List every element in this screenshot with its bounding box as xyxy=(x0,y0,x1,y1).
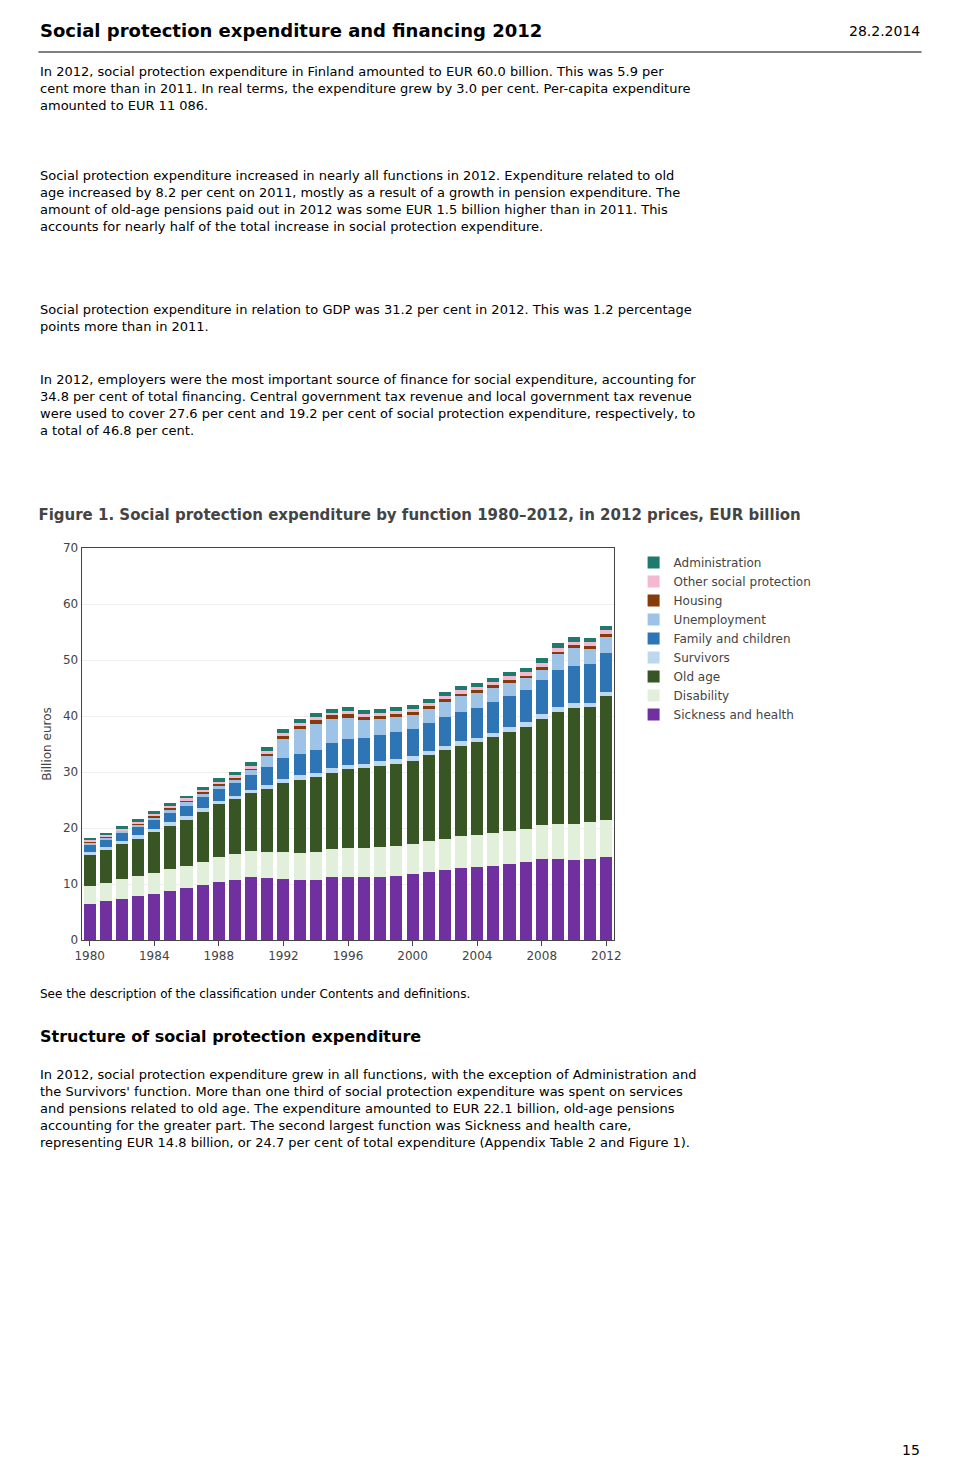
svg-text:1988: 1988 xyxy=(204,949,235,963)
svg-text:70: 70 xyxy=(63,541,78,555)
svg-text:Disability: Disability xyxy=(674,689,730,703)
svg-text:1996: 1996 xyxy=(333,949,364,963)
svg-text:Administration: Administration xyxy=(674,556,762,570)
svg-text:1992: 1992 xyxy=(268,949,299,963)
svg-text:2008: 2008 xyxy=(526,949,557,963)
svg-text:40: 40 xyxy=(63,709,78,723)
svg-text:Sickness and health: Sickness and health xyxy=(674,708,794,722)
svg-text:Family and children: Family and children xyxy=(674,632,791,646)
svg-text:0: 0 xyxy=(71,933,79,947)
svg-text:Survivors: Survivors xyxy=(674,651,730,665)
svg-text:Social protection expenditure: Social protection expenditure increased … xyxy=(40,168,680,234)
svg-text:1984: 1984 xyxy=(139,949,170,963)
svg-text:In 2012, social protection exp: In 2012, social protection expenditure i… xyxy=(40,64,691,113)
svg-text:Social protection expenditure: Social protection expenditure in relatio… xyxy=(40,302,692,334)
svg-text:In 2012, employers were the mo: In 2012, employers were the most importa… xyxy=(40,372,696,438)
svg-text:Structure of social protection: Structure of social protection expenditu… xyxy=(40,1027,421,1046)
svg-text:2000: 2000 xyxy=(397,949,428,963)
svg-text:In 2012, social protection exp: In 2012, social protection expenditure g… xyxy=(40,1067,696,1150)
svg-text:See the description of the cla: See the description of the classificatio… xyxy=(40,987,470,1001)
svg-text:20: 20 xyxy=(63,821,78,835)
svg-text:50: 50 xyxy=(63,653,78,667)
svg-text:Billion euros: Billion euros xyxy=(40,707,54,781)
svg-text:Other social protection: Other social protection xyxy=(674,575,811,589)
svg-text:Old age: Old age xyxy=(674,670,721,684)
svg-text:Unemployment: Unemployment xyxy=(674,613,767,627)
svg-text:2012: 2012 xyxy=(591,949,622,963)
svg-text:1980: 1980 xyxy=(74,949,105,963)
svg-text:30: 30 xyxy=(63,765,78,779)
svg-text:Housing: Housing xyxy=(674,594,723,608)
svg-text:15: 15 xyxy=(902,1442,920,1458)
svg-text:28.2.2014: 28.2.2014 xyxy=(849,23,920,39)
svg-text:10: 10 xyxy=(63,877,78,891)
svg-text:Social protection expenditure: Social protection expenditure and financ… xyxy=(40,20,542,41)
svg-text:2004: 2004 xyxy=(462,949,493,963)
svg-text:Figure 1. Social protection ex: Figure 1. Social protection expenditure … xyxy=(38,506,800,524)
svg-text:60: 60 xyxy=(63,597,78,611)
